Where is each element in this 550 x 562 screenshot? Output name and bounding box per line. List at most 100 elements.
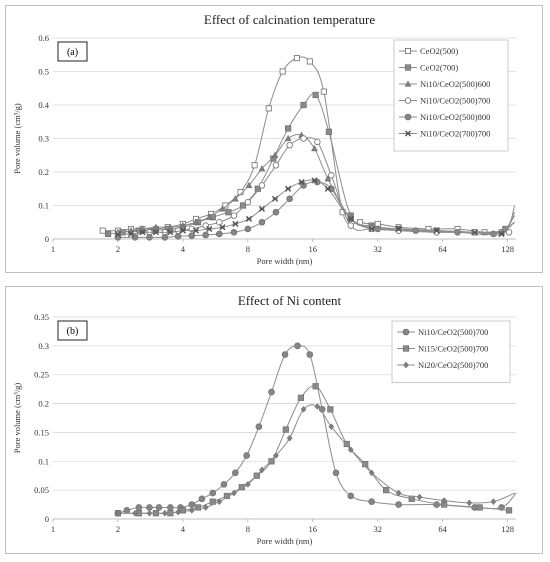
chart-a-data-point bbox=[395, 225, 402, 233]
chart-a-data-point bbox=[216, 230, 223, 238]
chart-a-x-tick-label: 1 bbox=[51, 244, 55, 254]
chart-b-x-tick-label: 64 bbox=[438, 524, 447, 534]
chart-a-x-tick-label: 8 bbox=[246, 244, 250, 254]
chart-a-data-point bbox=[498, 230, 505, 238]
chart-b-x-tick-label: 4 bbox=[181, 524, 186, 534]
chart-a-y-axis-label: Pore volume (cm³/g) bbox=[12, 103, 22, 174]
chart-a-legend-marker bbox=[404, 48, 411, 55]
chart-b-data-point bbox=[115, 509, 121, 517]
chart-b-data-point bbox=[347, 446, 354, 454]
chart-a-data-point bbox=[285, 125, 292, 132]
chart-b-legend-item: Ni10/CeO2(500)700 bbox=[397, 327, 488, 337]
chart-b-data-point bbox=[175, 508, 182, 516]
chart-a-y-tick-label: 0.1 bbox=[38, 201, 49, 211]
chart-b-y-axis-label: Pore volume (cm³/g) bbox=[12, 383, 22, 454]
chart-a-data-point bbox=[271, 151, 279, 158]
chart-a-series-line bbox=[117, 181, 515, 238]
chart-b-legend-label: Ni10/CeO2(500)700 bbox=[418, 327, 488, 337]
chart-a-x-tick-label: 32 bbox=[373, 244, 382, 254]
chart-b-legend-marker bbox=[403, 361, 409, 369]
chart-b-data-point bbox=[395, 501, 402, 508]
chart-a-data-point bbox=[300, 101, 307, 109]
chart-a-data-point bbox=[244, 198, 252, 206]
chart-b-legend-item: Ni15/CeO2(500)700 bbox=[397, 344, 488, 354]
chart-b-data-point bbox=[268, 458, 275, 465]
chart-a-data-point bbox=[490, 230, 497, 238]
chart-a-x-tick-label: 64 bbox=[438, 244, 447, 254]
chart-b-data-point bbox=[306, 351, 314, 358]
chart-a-data-point bbox=[251, 162, 258, 169]
chart-b-y-tick-label: 0.1 bbox=[38, 456, 49, 466]
chart-b-data-point bbox=[505, 507, 513, 514]
chart-a-data-point bbox=[99, 227, 106, 234]
chart-a-data-point bbox=[258, 164, 266, 172]
chart-a-data-point bbox=[412, 227, 420, 234]
chart-b-legend-box bbox=[391, 320, 511, 383]
chart-a-legend-label: Ni10/CeO2(500)800 bbox=[420, 112, 490, 122]
chart-a-data-point bbox=[311, 144, 318, 152]
chart-a-data-point bbox=[286, 141, 293, 149]
chart-b-data-point bbox=[416, 493, 423, 501]
chart-a-legend-marker bbox=[404, 80, 412, 87]
chart-a-data-point bbox=[433, 227, 440, 234]
chart-a-y-tick-label: 0.5 bbox=[38, 67, 49, 77]
chart-a-title: Effect of calcination temperature bbox=[204, 12, 375, 27]
chart-b-legend: Ni10/CeO2(500)700 Ni15/CeO2(500)700 Ni20/C… bbox=[391, 320, 511, 383]
chart-b-data-point bbox=[343, 440, 350, 448]
chart-b-series-2 bbox=[115, 403, 515, 517]
chart-b-data-point bbox=[286, 434, 293, 442]
chart-a-data-point bbox=[216, 219, 223, 226]
chart-a-data-point bbox=[300, 135, 307, 142]
chart-a-data-point bbox=[505, 229, 513, 236]
chart-a-data-point bbox=[202, 231, 209, 239]
chart-b-data-point bbox=[383, 487, 390, 494]
chart-b-data-point bbox=[255, 423, 263, 430]
chart-b-data-point bbox=[167, 504, 174, 511]
chart-a-data-point bbox=[179, 221, 187, 229]
chart-b-legend-label: Ni20/CeO2(500)700 bbox=[418, 360, 488, 370]
chart-a-data-point bbox=[312, 91, 319, 99]
chart-b-legend-label: Ni15/CeO2(500)700 bbox=[418, 344, 488, 354]
chart-b-data-point bbox=[220, 481, 228, 488]
chart-a-data-point bbox=[324, 185, 331, 192]
chart-b-data-point bbox=[259, 466, 265, 474]
chart-b-data-point bbox=[433, 501, 440, 508]
chart-b-data-point bbox=[179, 507, 186, 514]
chart-a-y-tick-label: 0.6 bbox=[38, 33, 49, 43]
chart-b-data-point bbox=[216, 498, 223, 506]
chart-b-x-tick-label: 8 bbox=[246, 524, 250, 534]
chart-b-data-point bbox=[347, 492, 355, 500]
chart-a-data-point bbox=[146, 234, 153, 241]
chart-b-data-point bbox=[281, 351, 289, 358]
chart-a-data-point bbox=[225, 209, 232, 216]
chart-b-data-point bbox=[146, 509, 153, 517]
chart-a-legend-label: Ni10/CeO2(500)700 bbox=[420, 96, 490, 106]
chart-a-data-point bbox=[471, 229, 478, 236]
chart-b-x-tick-label: 16 bbox=[309, 524, 318, 534]
chart-a-legend-item: Ni10/CeO2(500)600 bbox=[399, 79, 490, 89]
chart-a-data-point bbox=[311, 177, 318, 184]
chart-a-data-point bbox=[161, 234, 169, 241]
chart-a-data-point bbox=[127, 230, 135, 238]
chart-b-data-point bbox=[188, 506, 195, 514]
chart-a-data-point bbox=[230, 212, 238, 219]
chart-b-y-tick-label: 0.35 bbox=[34, 312, 49, 322]
chart-b-data-point bbox=[273, 452, 279, 459]
chart-a-svg: Effect of calcination temperature 0 0.1 0.2… bbox=[12, 12, 516, 266]
chart-a-data-point bbox=[279, 68, 286, 75]
chart-a-y-tick-label: 0.3 bbox=[38, 134, 49, 144]
chart-b-data-point bbox=[312, 383, 319, 390]
chart-b-title: Effect of Ni content bbox=[238, 293, 342, 308]
chart-b-x-tick-label: 1 bbox=[51, 524, 55, 534]
chart-b-data-point bbox=[297, 394, 305, 401]
chart-b-x-axis-label: Pore width (nm) bbox=[257, 536, 313, 546]
chart-a-data-point bbox=[192, 227, 200, 234]
chart-a-data-point bbox=[245, 181, 253, 189]
chart-b-data-point bbox=[202, 504, 209, 511]
chart-b-x-tick-label: 128 bbox=[501, 524, 514, 534]
chart-a-legend-label: CeO2(500) bbox=[420, 46, 458, 56]
chart-a-legend-item: CeO2(700) bbox=[399, 63, 458, 73]
chart-a-x-axis-label: Pore width (nm) bbox=[257, 256, 313, 266]
chart-a-data-point bbox=[272, 162, 280, 169]
chart-b-y-tick-label: 0.05 bbox=[34, 485, 49, 495]
